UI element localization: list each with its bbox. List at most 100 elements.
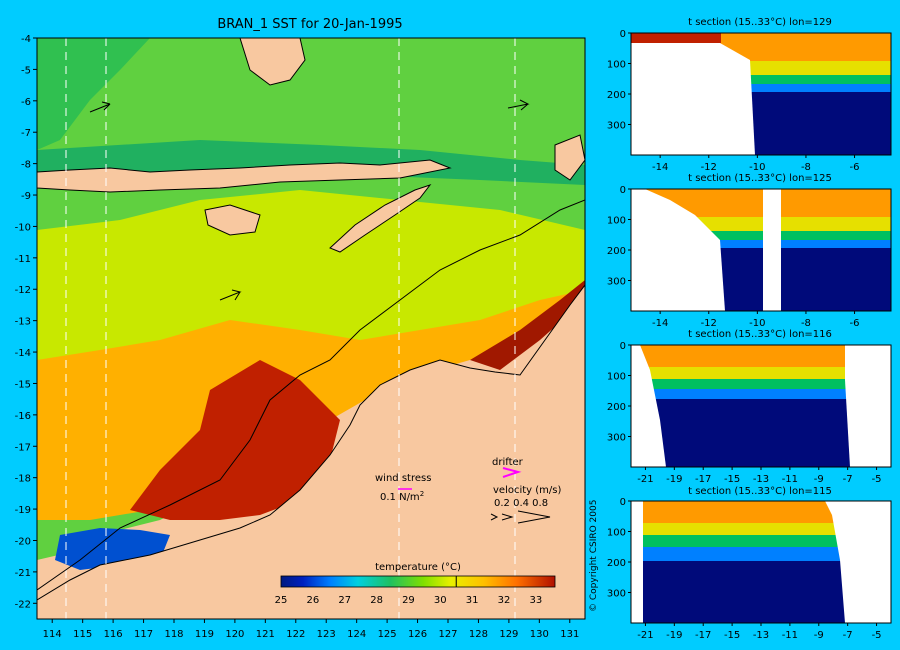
tick-label: 200 [607,90,626,101]
tick-label: -13 [15,317,31,328]
sumba-island [204,204,261,236]
drifter-label: drifter [492,457,524,468]
tick-label: 200 [607,246,626,257]
tick-label: -12 [15,285,31,296]
tick-label: 29 [402,595,415,606]
drifter-icon [502,467,522,478]
wind-arrow [219,289,242,301]
tick-label: 26 [306,595,319,606]
panel-x-tick-labels: -21 -19 -17 -15 -13 -11 -9 -7 -5 [637,467,882,485]
tick-label: 27 [338,595,351,606]
tick-label: -20 [15,536,31,547]
tick-label: -13 [753,474,769,485]
ocean-hot-core [130,360,340,520]
tick-label: -10 [749,162,765,173]
wind-stress-label: wind stress [375,473,431,484]
tick-label: -14 [652,318,668,329]
tick-label: 200 [607,558,626,569]
ocean-hot-east [470,280,585,370]
tick-label: -7 [843,630,853,641]
tick-label: 127 [438,629,457,640]
tick-label: 100 [607,372,626,383]
sst-field [37,38,585,619]
tick-label: 100 [607,528,626,539]
tick-label: -5 [21,65,31,76]
tick-label: 131 [560,629,579,640]
tick-label: 0 [620,497,626,508]
tick-label: 126 [408,629,427,640]
tick-label: -11 [782,474,798,485]
tick-label: 115 [73,629,92,640]
colorbar [280,575,556,588]
tick-label: 123 [317,629,336,640]
shelf-contour [37,199,585,591]
tick-label: -11 [15,254,31,265]
tick-label: 128 [469,629,488,640]
tick-label: -21 [15,568,31,579]
tick-label: 30 [434,595,447,606]
map-title: BRAN_1 SST for 20-Jan-1995 [217,17,402,32]
tick-label: -4 [21,34,31,45]
tick-label: 300 [607,589,626,600]
tick-label: -19 [15,505,31,516]
wind-arrow [89,101,111,113]
main-sst-chart: BRAN_1 SST for 20-Jan-1995 114 115 116 117 1… [15,17,599,640]
tick-label: -8 [21,160,31,171]
tick-label: -10 [749,318,765,329]
velocity-scale: 0.2 0.4 0.8 [494,498,548,509]
section-panels: t section (15..33°C) lon=129 -14 -12 -10 -8… [607,17,892,641]
panel-title: t section (15..33°C) lon=116 [688,329,832,340]
tick-label: -21 [637,474,653,485]
tick-label: 129 [499,629,518,640]
tick-label: -9 [814,474,824,485]
tick-label: -6 [850,162,860,173]
tick-label: 300 [607,277,626,288]
tick-label: -9 [814,630,824,641]
tick-label: 119 [195,629,214,640]
tick-label: -19 [666,630,682,641]
australia-land [37,284,585,619]
tick-label: 124 [347,629,366,640]
velocity-label: velocity (m/s) [493,485,561,496]
tick-label: 200 [607,402,626,413]
tick-label: 100 [607,60,626,71]
tick-label: 31 [466,595,479,606]
tick-label: -8 [801,318,811,329]
tick-label: -16 [15,411,31,422]
tick-label: 117 [134,629,153,640]
tick-label: 125 [378,629,397,640]
tick-label: 116 [104,629,123,640]
wind-scale-text: 0.1 N/m2 [380,490,424,503]
tick-label: 32 [498,595,511,606]
sulawesi-land [239,38,306,86]
tick-label: 114 [43,629,62,640]
eastern-islands [554,134,585,181]
tick-label: 0 [620,341,626,352]
tick-label: -12 [701,162,717,173]
tick-label: 33 [530,595,543,606]
tick-label: -15 [724,474,740,485]
tick-label: -8 [801,162,811,173]
tick-label: -14 [15,348,31,359]
panel-title: t section (15..33°C) lon=115 [688,486,832,497]
velocity-arrows-icon [490,510,551,524]
colorbar-label: temperature (°C) [375,562,461,573]
tick-label: -9 [21,191,31,202]
panel-y-tick-labels: 0 100 200 300 [607,497,631,600]
tick-label: 130 [530,629,549,640]
tick-label: 120 [225,629,244,640]
tick-label: -15 [724,630,740,641]
tick-label: 28 [370,595,383,606]
map-x-tick-labels: 114 115 116 117 118 119 120 121 122 123 124 125 126 1… [43,619,579,640]
timor-island [329,184,432,253]
tick-label: -13 [753,630,769,641]
tick-label: 300 [607,121,626,132]
tick-label: -15 [15,379,31,390]
nusa-tenggara-chain [37,159,452,193]
panel-x-tick-labels: -21 -19 -17 -15 -13 -11 -9 -7 -5 [637,623,882,641]
tick-label: 0 [620,29,626,40]
tick-label: 118 [164,629,183,640]
tick-label: -6 [21,97,31,108]
tick-label: -10 [15,222,31,233]
section-panel-lon125: t section (15..33°C) lon=125 -14 -12 -10 -8… [607,173,892,329]
